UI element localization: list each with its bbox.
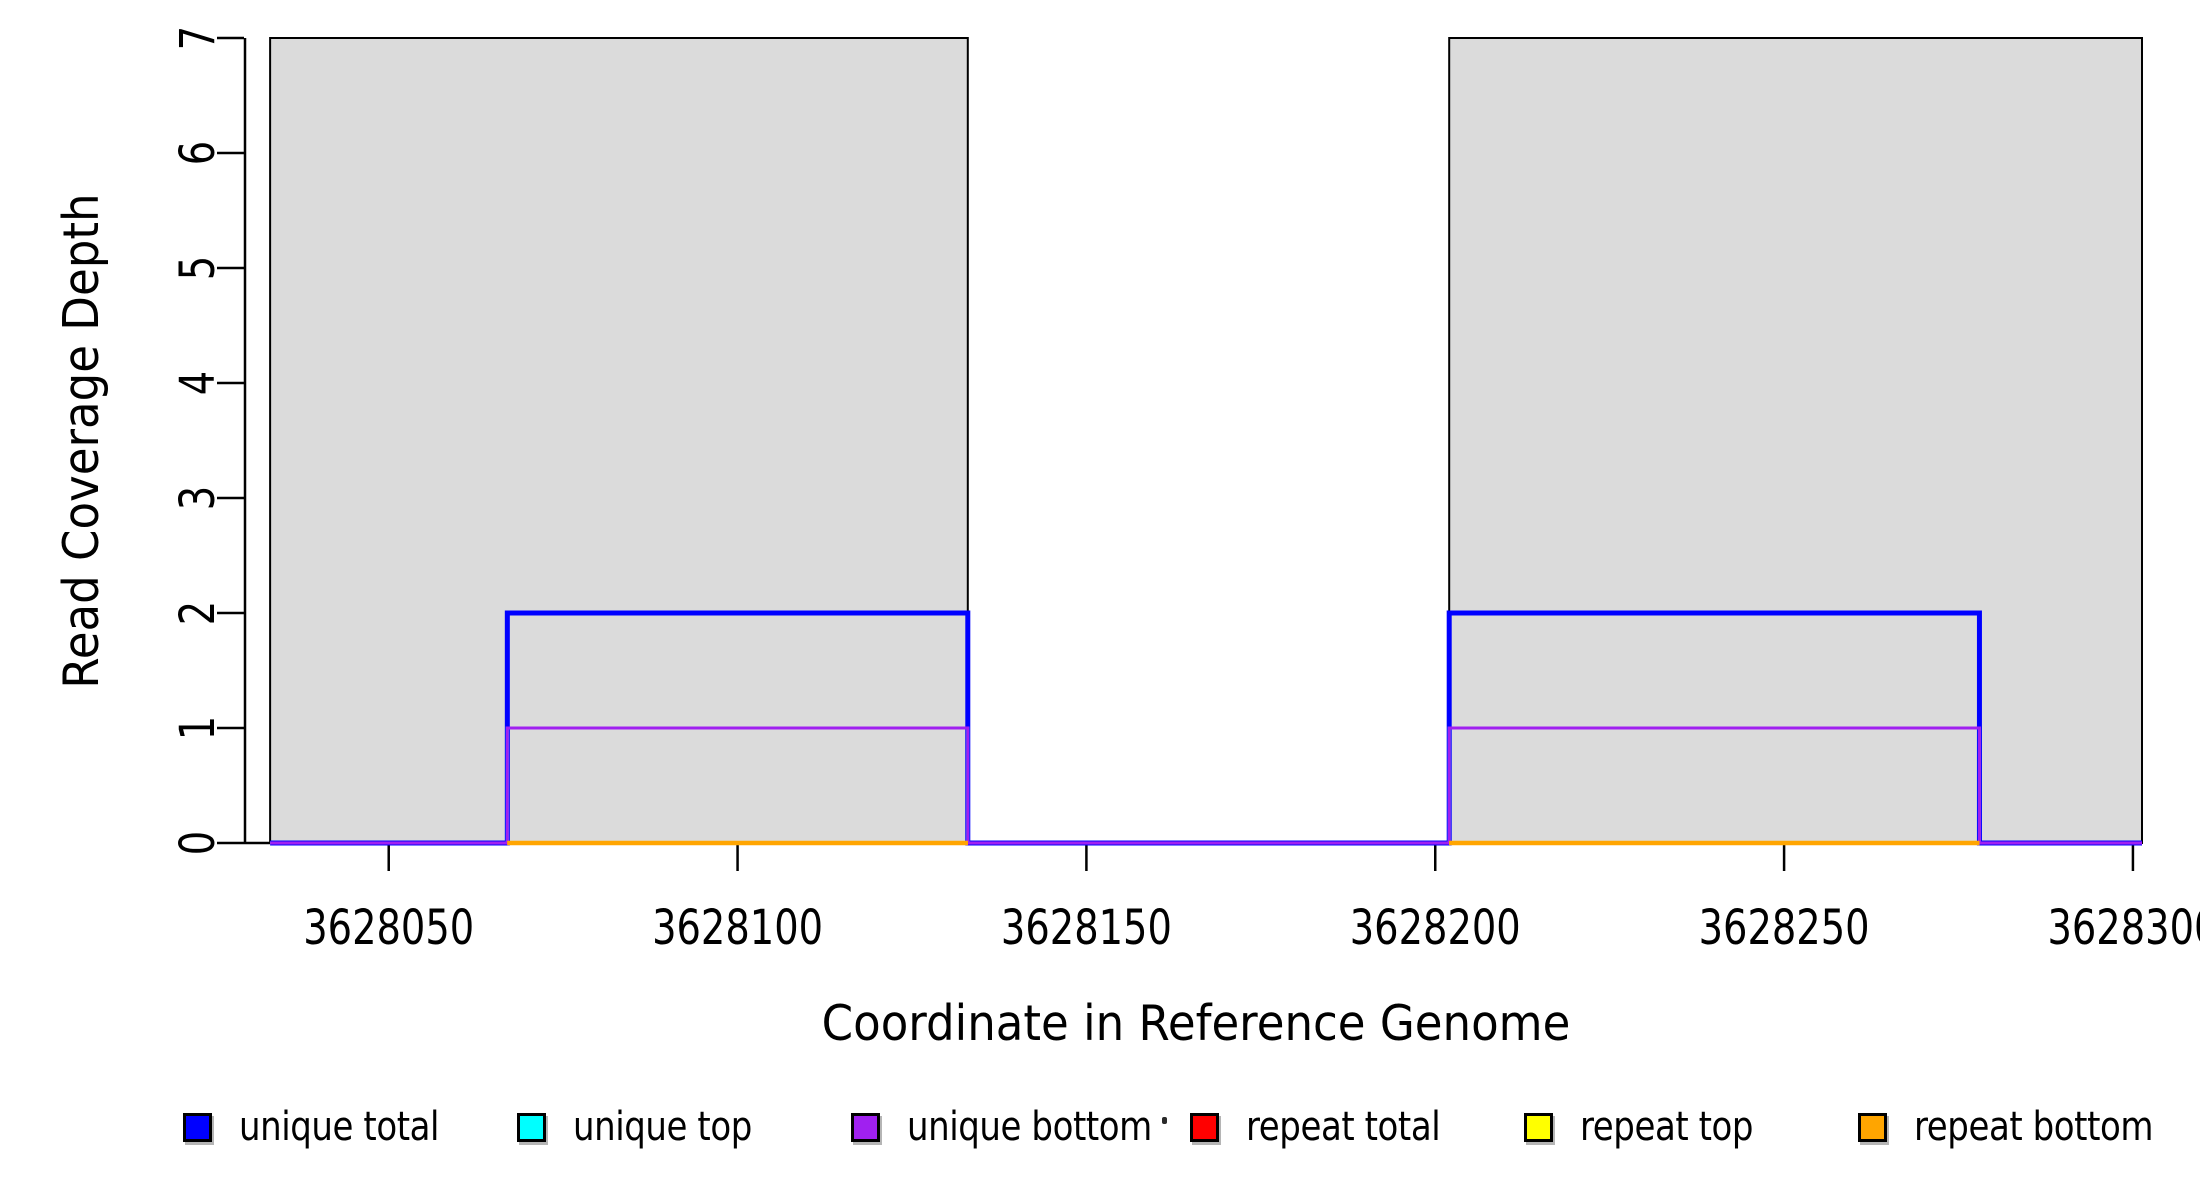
y-tick-label: 6: [171, 141, 226, 165]
legend-swatch-unique-total: [183, 1112, 212, 1142]
repeat-region-1: [269, 37, 969, 844]
legend-label: unique bottom: [907, 1104, 1152, 1150]
x-tick-label: 3628250: [1699, 901, 1870, 956]
legend-item-unique-top: unique top: [517, 1104, 783, 1150]
x-axis-title: Coordinate in Reference Genome: [822, 995, 1571, 1052]
legend-item-unique-total: unique total: [183, 1104, 474, 1150]
x-tick-label: 3628100: [652, 901, 823, 956]
chart-legend: unique total unique top unique bottom repea…: [0, 0, 2200, 1150]
legend-swatch-repeat-bottom: [1858, 1112, 1887, 1142]
legend-swatch-repeat-top: [1524, 1112, 1553, 1142]
legend-item-unique-bottom: unique bottom: [851, 1104, 1195, 1150]
y-tick-label: 0: [171, 831, 226, 855]
legend-label: unique total: [239, 1104, 440, 1150]
y-axis-title: Read Coverage Depth: [53, 193, 110, 688]
y-tick-label: 2: [171, 601, 226, 625]
series-unique-bottom: [270, 726, 2142, 845]
legend-item-repeat-bottom: repeat bottom: [1858, 1104, 2195, 1150]
legend-label: repeat total: [1246, 1104, 1441, 1150]
y-tick-label: 5: [171, 256, 226, 280]
legend-swatch-repeat-total: [1190, 1112, 1219, 1142]
chart-generated-layer: 3628050 3628100 3628150 3628200 3628250 36283…: [171, 26, 2200, 956]
y-tick-label: 1: [171, 716, 226, 740]
legend-item-repeat-total: repeat total: [1190, 1104, 1475, 1150]
repeat-region-2: [1448, 37, 2143, 844]
legend-label: unique top: [573, 1104, 752, 1150]
legend-label: repeat bottom: [1914, 1104, 2154, 1150]
legend-item-repeat-top: repeat top: [1524, 1104, 1784, 1150]
y-tick-label: 4: [171, 371, 226, 395]
legend-swatch-unique-top: [517, 1112, 546, 1142]
legend-swatch-unique-bottom: [851, 1112, 880, 1142]
x-tick-label: 3628050: [303, 901, 474, 956]
x-tick-label: 3628200: [1350, 901, 1521, 956]
y-tick-label: 7: [171, 26, 226, 50]
legend-label: repeat top: [1580, 1104, 1754, 1150]
stray-dot-artifact: [1162, 1117, 1167, 1124]
y-tick-label: 3: [171, 486, 226, 510]
x-tick-label: 3628150: [1001, 901, 1172, 956]
